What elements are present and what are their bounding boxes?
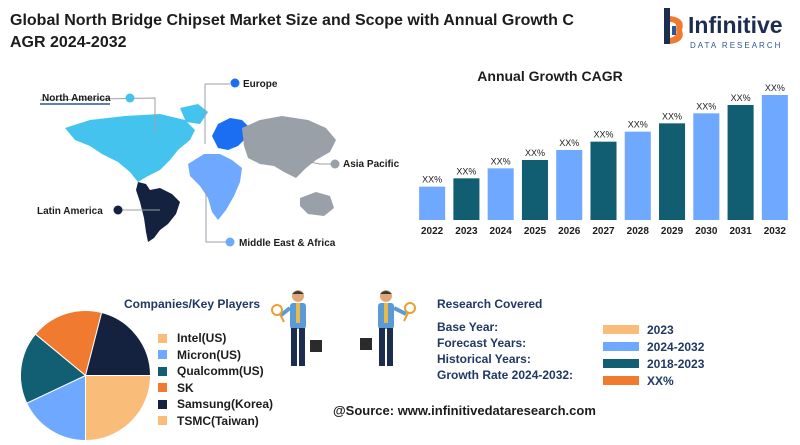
legend-swatch bbox=[158, 366, 167, 376]
bar-value-label: XX% bbox=[422, 175, 442, 185]
bar-2028 bbox=[624, 131, 651, 220]
legend-item: Qualcomm(US) bbox=[158, 363, 273, 380]
bar-2029 bbox=[659, 123, 686, 220]
business-people-illustration bbox=[271, 290, 416, 366]
pie-slice bbox=[20, 333, 87, 404]
bar-2026 bbox=[556, 150, 583, 220]
person-right-icon bbox=[360, 290, 416, 366]
bar-2030 bbox=[693, 113, 720, 220]
research-value: 2024-2032 bbox=[647, 340, 705, 354]
research-value: 2018-2023 bbox=[647, 357, 705, 371]
greenland-shape bbox=[180, 104, 208, 124]
legend-label: Samsung(Korea) bbox=[177, 397, 274, 412]
legend-swatch bbox=[158, 416, 167, 426]
legend-item: Micron(US) bbox=[158, 347, 273, 364]
legend-swatch bbox=[158, 333, 167, 343]
world-map: North America Europe Asia Pacific Latin … bbox=[37, 78, 400, 249]
latin-america-shape bbox=[136, 182, 180, 242]
region-label-middle-east-africa: Middle East & Africa bbox=[239, 238, 336, 249]
bar-value-label: XX% bbox=[628, 120, 648, 130]
bar-value-label: XX% bbox=[696, 101, 716, 111]
x-tick-label: 2030 bbox=[695, 226, 718, 237]
research-label: Forecast Years: bbox=[437, 336, 527, 350]
logo-subtitle: DATA RESEARCH bbox=[690, 41, 783, 50]
research-title: Research Covered bbox=[437, 297, 543, 311]
region-label-europe: Europe bbox=[243, 79, 278, 90]
bar-value-label: XX% bbox=[491, 156, 511, 166]
research-label: Growth Rate 2024-2032: bbox=[437, 368, 574, 382]
bar-2031 bbox=[727, 105, 754, 220]
region-label-asia-pacific: Asia Pacific bbox=[343, 159, 400, 170]
bar-value-label: XX% bbox=[559, 138, 579, 148]
asia-pacific-shape bbox=[242, 116, 336, 178]
legend-item: TSMC(Taiwan) bbox=[158, 413, 273, 430]
logo-mark-icon bbox=[664, 8, 683, 44]
x-tick-label: 2031 bbox=[729, 226, 752, 237]
bar-2027 bbox=[590, 141, 617, 220]
x-tick-label: 2027 bbox=[592, 226, 615, 237]
research-swatch bbox=[603, 359, 639, 368]
legend-item: SK bbox=[158, 380, 273, 397]
research-swatch bbox=[603, 376, 639, 385]
legend-swatch bbox=[158, 383, 167, 393]
pie-slice bbox=[84, 311, 152, 376]
legend-label: SK bbox=[177, 380, 194, 395]
legend-item: Samsung(Korea) bbox=[158, 396, 273, 413]
x-tick-label: 2032 bbox=[764, 226, 787, 237]
source-link[interactable]: @Source: www.infinitivedataresearch.com bbox=[333, 403, 596, 418]
research-label: Base Year: bbox=[437, 320, 499, 334]
europe-shape bbox=[212, 118, 250, 150]
bar-2025 bbox=[521, 160, 548, 220]
region-label-north-america: North America bbox=[42, 93, 111, 104]
companies-pie-chart bbox=[20, 310, 152, 442]
bar-2032 bbox=[761, 95, 788, 220]
legend-label: TSMC(Taiwan) bbox=[177, 413, 259, 428]
bar-value-label: XX% bbox=[662, 111, 682, 121]
page-title: Global North Bridge Chipset Market Size … bbox=[10, 12, 574, 51]
north-america-shape bbox=[65, 114, 195, 182]
pie-slice bbox=[85, 375, 152, 442]
pie-slice bbox=[26, 374, 86, 442]
bar-2024 bbox=[487, 168, 514, 220]
australia-shape bbox=[300, 192, 334, 216]
x-tick-label: 2022 bbox=[421, 226, 444, 237]
x-tick-label: 2026 bbox=[558, 226, 581, 237]
legend-swatch bbox=[158, 399, 167, 409]
research-label: Historical Years: bbox=[437, 352, 531, 366]
x-tick-label: 2023 bbox=[455, 226, 478, 237]
bar-2023 bbox=[453, 178, 480, 220]
person-left-icon bbox=[271, 290, 322, 366]
research-swatch bbox=[603, 342, 639, 351]
region-label-latin-america: Latin America bbox=[37, 206, 103, 217]
x-tick-label: 2025 bbox=[524, 226, 547, 237]
africa-shape bbox=[188, 154, 242, 220]
companies-legend: Intel(US) Micron(US) Qualcomm(US) SK Sam… bbox=[158, 330, 273, 429]
pie-slice bbox=[34, 310, 103, 377]
bar-value-label: XX% bbox=[525, 148, 545, 158]
legend-item: Intel(US) bbox=[158, 330, 273, 347]
legend-label: Intel(US) bbox=[177, 331, 227, 346]
research-swatch bbox=[603, 325, 639, 334]
logo-name: Infinitive bbox=[688, 12, 783, 38]
research-value: 2023 bbox=[647, 323, 674, 337]
x-tick-label: 2028 bbox=[627, 226, 650, 237]
bar-value-label: XX% bbox=[765, 83, 785, 93]
chart-title: Annual Growth CAGR bbox=[477, 68, 623, 84]
legend-label: Qualcomm(US) bbox=[177, 364, 264, 379]
legend-swatch bbox=[158, 350, 167, 360]
brand-logo: Infinitive DATA RESEARCH bbox=[662, 6, 794, 56]
legend-label: Micron(US) bbox=[177, 347, 241, 362]
bar-2022 bbox=[419, 186, 446, 220]
companies-title: Companies/Key Players bbox=[124, 297, 261, 311]
bar-value-label: XX% bbox=[456, 166, 476, 176]
cagr-bar-chart: XX% 2022 XX% 2023 XX% 2024 XX% 2025 XX% 2026 XX% 20… bbox=[419, 83, 788, 237]
x-tick-label: 2029 bbox=[661, 226, 684, 237]
research-value: XX% bbox=[647, 374, 674, 388]
bar-value-label: XX% bbox=[731, 93, 751, 103]
x-tick-label: 2024 bbox=[490, 226, 513, 237]
bar-value-label: XX% bbox=[593, 130, 613, 140]
